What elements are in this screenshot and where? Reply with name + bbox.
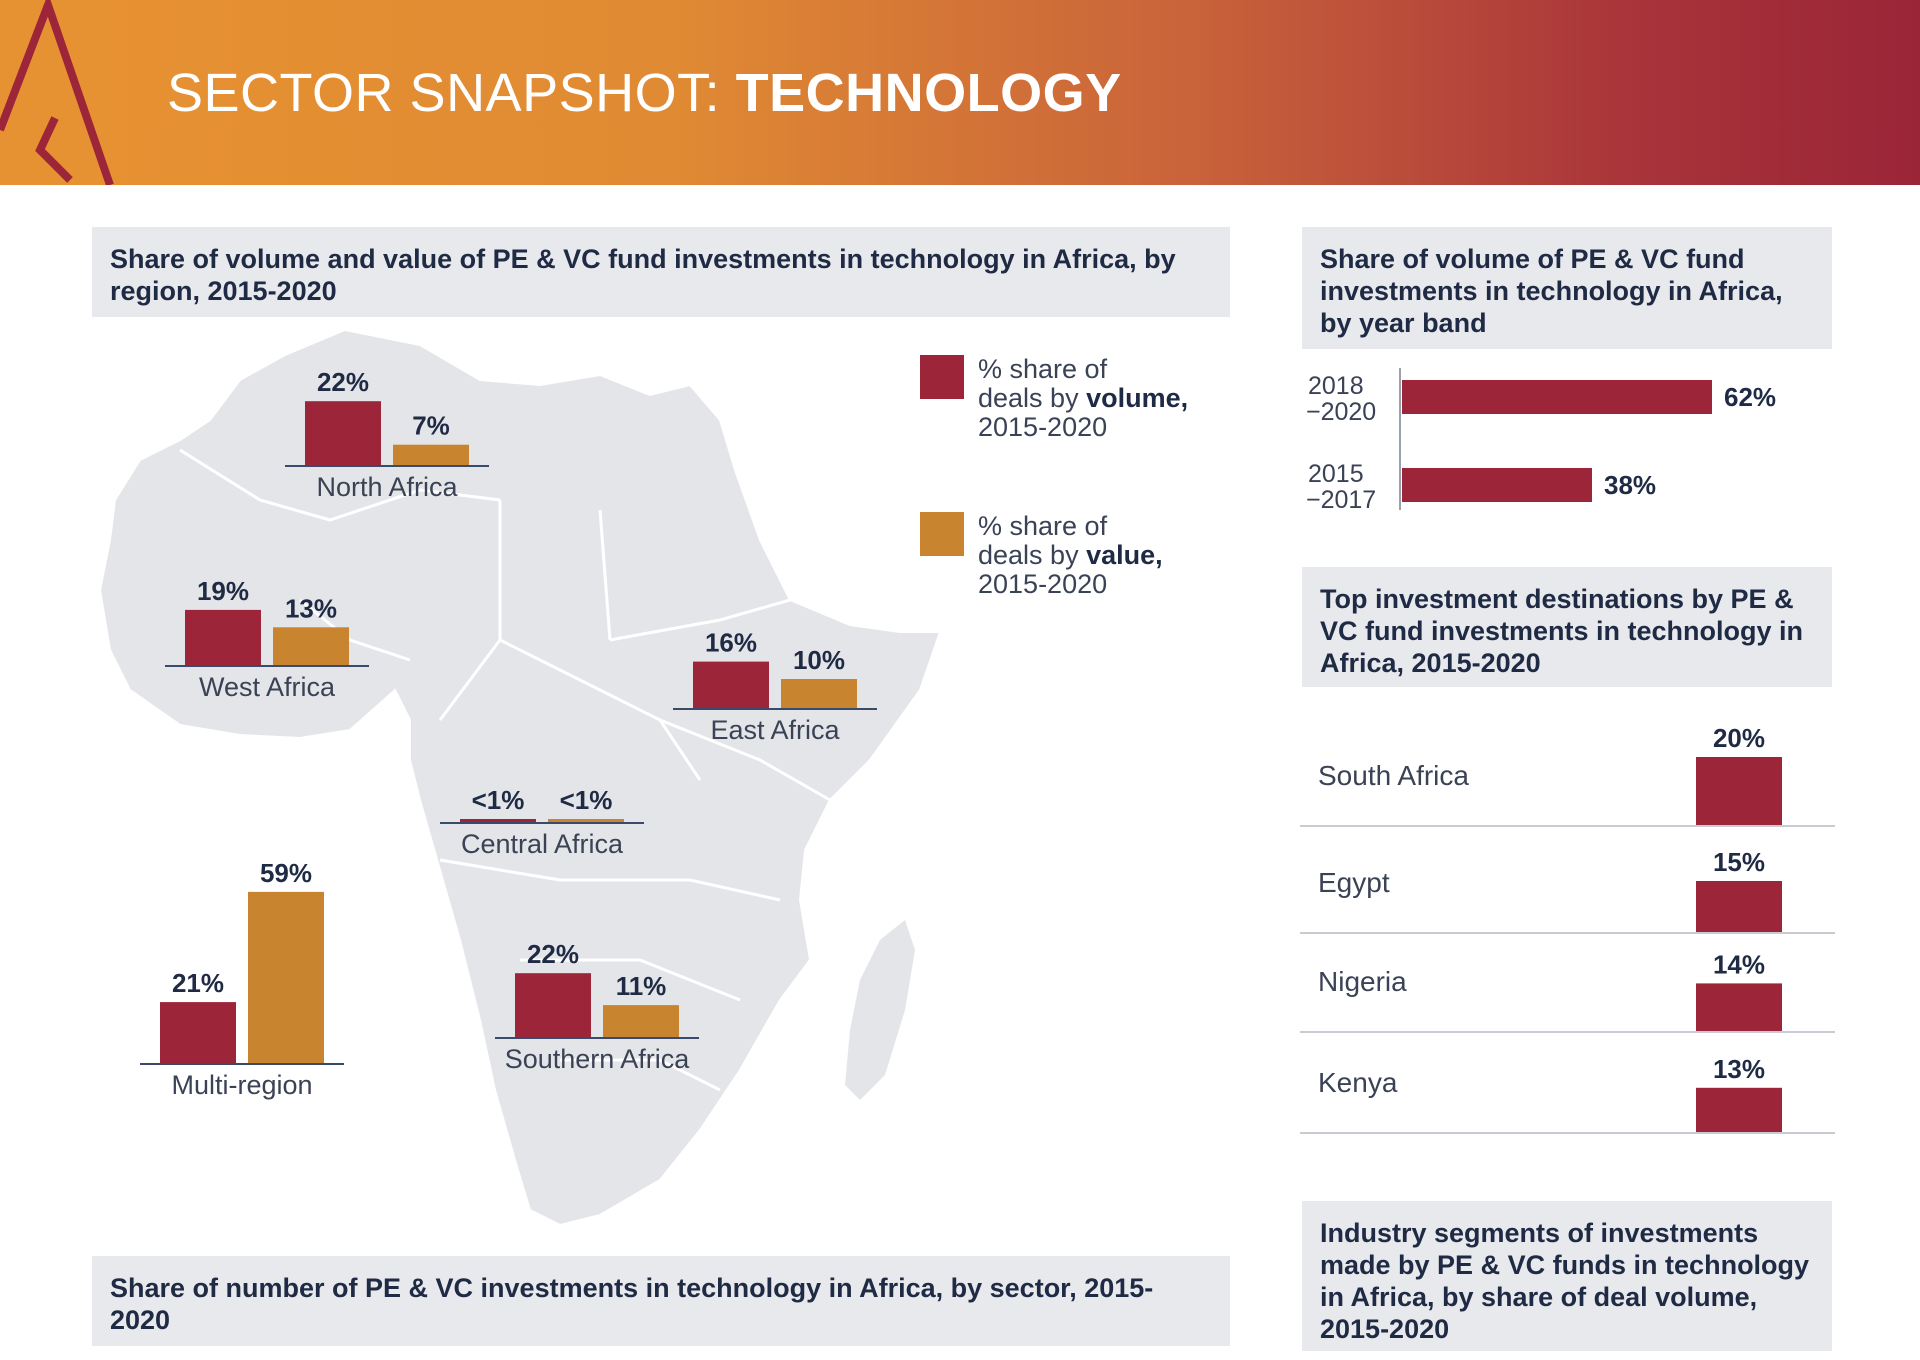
region-bars: 22% 7% North Africa 19% 13% West Africa 16% 10%… xyxy=(140,367,877,1100)
yearband-bar xyxy=(1402,380,1712,414)
east-africa-label-value: 10% xyxy=(793,645,845,675)
west-africa-bar-value xyxy=(273,627,349,665)
southern-africa-region-label: Southern Africa xyxy=(505,1044,691,1074)
sector-chart-title: Share of number of PE & VC investments i… xyxy=(92,1256,1230,1346)
east-africa-bar-volume xyxy=(693,661,769,708)
west-africa-region-label: West Africa xyxy=(199,672,336,702)
destinations-bar-chart: 20% South Africa 15% Egypt 14% Nigeria 13% Keny… xyxy=(1300,723,1835,1134)
yearband-bar xyxy=(1402,468,1592,502)
multi-region-region-label: Multi-region xyxy=(171,1070,312,1100)
destinations-chart-title: Top investment destinations by PE & VC f… xyxy=(1302,567,1832,687)
region-map-chart: 22% 7% North Africa 19% 13% West Africa 16% 10%… xyxy=(98,328,1196,1227)
destination-value-label: 13% xyxy=(1713,1054,1765,1084)
legend-value-swatch xyxy=(920,512,964,556)
page-title: SECTOR SNAPSHOT: TECHNOLOGY xyxy=(167,62,1122,124)
southern-africa-bar-value xyxy=(603,1005,679,1037)
multi-region-bar-volume xyxy=(160,1002,236,1063)
destination-bar xyxy=(1696,881,1782,932)
southern-africa-label-value: 11% xyxy=(616,971,667,1001)
destination-bar xyxy=(1696,983,1782,1031)
central-africa-bar-volume xyxy=(460,819,536,822)
region-chart-title: Share of volume and value of PE & VC fun… xyxy=(92,227,1230,317)
multi-region-label-value: 59% xyxy=(260,858,312,888)
title-light: SECTOR SNAPSHOT: xyxy=(167,63,736,123)
north-africa-bar-volume xyxy=(305,401,381,465)
legend-volume-label: % share of deals by volume, 2015-2020 xyxy=(978,354,1196,442)
destination-country-label: Egypt xyxy=(1318,867,1390,898)
east-africa-label-volume: 16% xyxy=(705,628,757,658)
destination-bar xyxy=(1696,1087,1782,1132)
yearband-value-label: 38% xyxy=(1604,470,1656,500)
west-africa-bar-volume xyxy=(185,609,261,665)
north-africa-region-label: North Africa xyxy=(316,472,458,502)
southern-africa-bar-volume xyxy=(515,973,591,1037)
west-africa-label-value: 13% xyxy=(285,593,337,623)
central-africa-bar-value xyxy=(548,819,624,822)
destination-country-label: Kenya xyxy=(1318,1067,1398,1098)
destination-bar xyxy=(1696,757,1782,825)
logo-icon xyxy=(0,0,114,185)
yearband-chart-title: Share of volume of PE & VC fund investme… xyxy=(1302,227,1832,349)
east-africa-bar-value xyxy=(781,679,857,708)
legend-value-label: % share of deals by value, 2015-2020 xyxy=(978,511,1170,599)
title-bold: TECHNOLOGY xyxy=(735,63,1122,123)
north-africa-bar-value xyxy=(393,444,469,465)
destination-value-label: 20% xyxy=(1713,723,1765,753)
header-banner: SECTOR SNAPSHOT: TECHNOLOGY xyxy=(0,0,1920,185)
north-africa-label-volume: 22% xyxy=(317,367,369,397)
destination-value-label: 15% xyxy=(1713,847,1765,877)
destination-country-label: South Africa xyxy=(1318,760,1469,791)
yearband-category-label: 2015 −2017 xyxy=(1306,460,1376,514)
multi-region-label-volume: 21% xyxy=(172,968,224,998)
map-borders xyxy=(179,448,831,1092)
segments-chart-title: Industry segments of investments made by… xyxy=(1302,1201,1832,1351)
destination-country-label: Nigeria xyxy=(1318,966,1407,997)
central-africa-region-label: Central Africa xyxy=(461,829,624,859)
yearband-category-label: 2018 −2020 xyxy=(1306,372,1376,426)
central-africa-label-value: <1% xyxy=(560,785,613,815)
east-africa-region-label: East Africa xyxy=(710,715,840,745)
yearband-value-label: 62% xyxy=(1724,382,1776,412)
destination-value-label: 14% xyxy=(1713,949,1765,979)
southern-africa-label-volume: 22% xyxy=(527,939,579,969)
north-africa-label-value: 7% xyxy=(412,411,450,441)
africa-map xyxy=(98,328,942,1227)
yearband-bar-chart: 62% 2018 −2020 38% 2015 −2017 xyxy=(1306,368,1776,514)
legend-volume-swatch xyxy=(920,355,964,399)
madagascar-map xyxy=(845,920,915,1100)
west-africa-label-volume: 19% xyxy=(197,576,249,606)
central-africa-label-volume: <1% xyxy=(472,785,525,815)
multi-region-bar-value xyxy=(248,891,324,1063)
